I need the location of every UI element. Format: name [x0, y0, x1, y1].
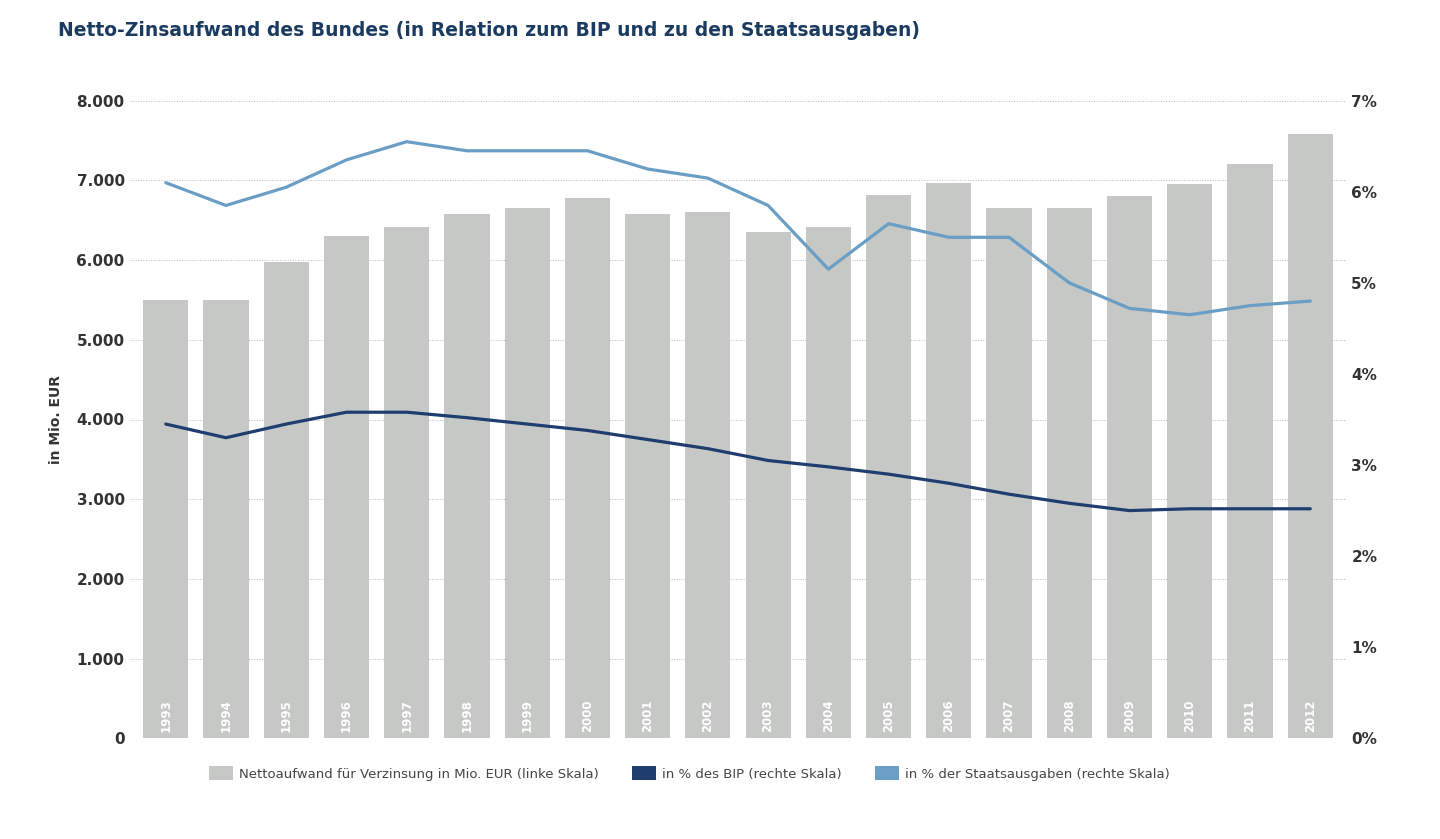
- Text: 2003: 2003: [762, 700, 775, 732]
- Text: 2000: 2000: [580, 700, 593, 732]
- Bar: [625, 214, 670, 738]
- Text: 1998: 1998: [461, 699, 474, 732]
- Bar: [564, 198, 611, 738]
- Bar: [264, 262, 308, 738]
- Legend: Nettoaufwand für Verzinsung in Mio. EUR (linke Skala), in % des BIP (rechte Skal: Nettoaufwand für Verzinsung in Mio. EUR …: [203, 761, 1175, 786]
- Text: 2009: 2009: [1123, 700, 1136, 732]
- Bar: [865, 195, 912, 738]
- Text: Netto-Zinsaufwand des Bundes (in Relation zum BIP und zu den Staatsausgaben): Netto-Zinsaufwand des Bundes (in Relatio…: [58, 21, 920, 40]
- Text: 2010: 2010: [1184, 700, 1197, 732]
- Text: 2007: 2007: [1002, 700, 1015, 732]
- Text: 1996: 1996: [340, 699, 353, 732]
- Bar: [746, 232, 791, 738]
- Text: 2002: 2002: [701, 700, 714, 732]
- Text: 2001: 2001: [641, 700, 654, 732]
- Text: 1999: 1999: [521, 699, 534, 732]
- Text: 2012: 2012: [1303, 700, 1316, 732]
- Text: 2008: 2008: [1063, 700, 1076, 732]
- Bar: [1287, 134, 1333, 738]
- Bar: [203, 300, 249, 738]
- Text: 2005: 2005: [883, 700, 896, 732]
- Bar: [1227, 164, 1273, 738]
- Bar: [1047, 208, 1092, 738]
- Bar: [926, 183, 972, 738]
- Text: 2011: 2011: [1244, 700, 1257, 732]
- Bar: [143, 300, 189, 738]
- Y-axis label: in Mio. EUR: in Mio. EUR: [49, 375, 62, 464]
- Bar: [324, 237, 369, 738]
- Bar: [384, 227, 429, 738]
- Bar: [806, 227, 851, 738]
- Bar: [986, 208, 1031, 738]
- Bar: [685, 212, 730, 738]
- Bar: [1107, 196, 1152, 738]
- Text: 2004: 2004: [822, 700, 835, 732]
- Bar: [1168, 185, 1212, 738]
- Text: 1995: 1995: [279, 699, 292, 732]
- Text: 2006: 2006: [942, 700, 955, 732]
- Bar: [445, 214, 490, 738]
- Text: 1994: 1994: [219, 699, 232, 732]
- Text: 1993: 1993: [160, 699, 173, 732]
- Text: 1997: 1997: [400, 699, 413, 732]
- Bar: [504, 208, 550, 738]
